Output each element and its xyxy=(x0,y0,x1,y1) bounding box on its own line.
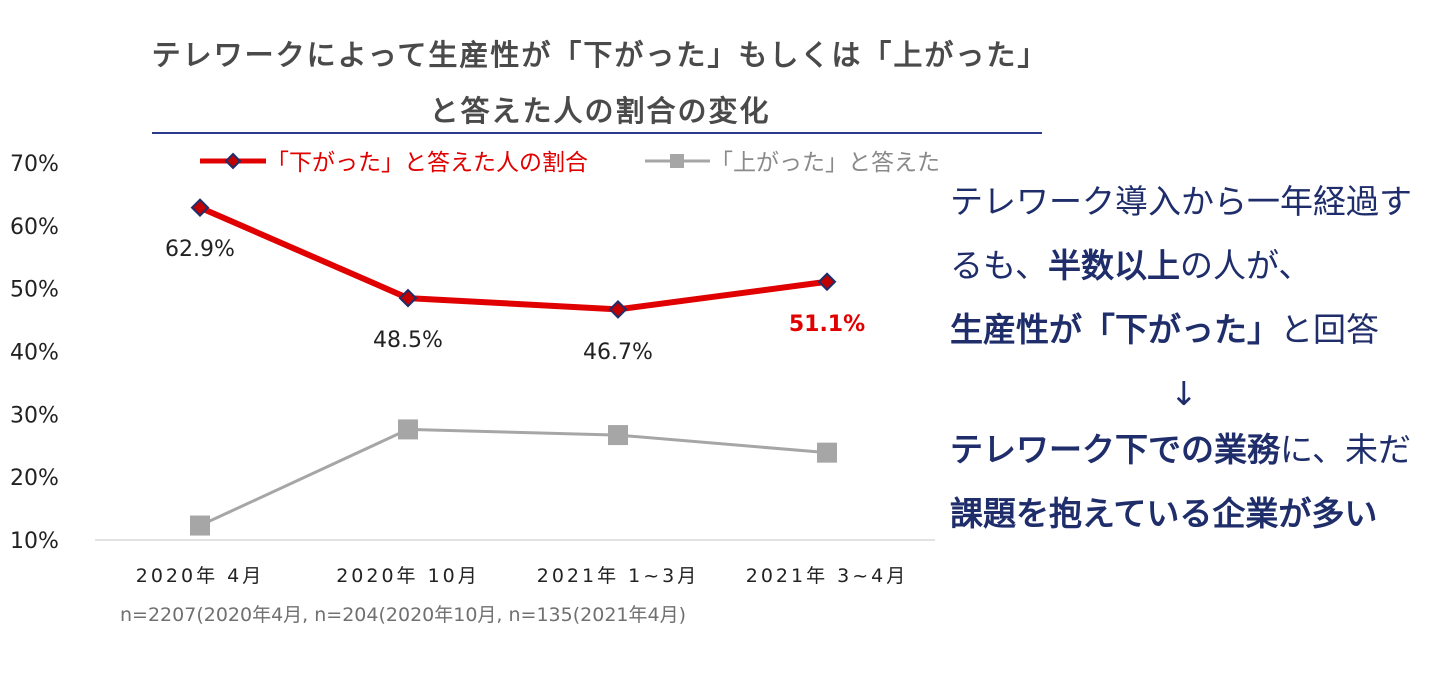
y-tick-label: 50% xyxy=(10,278,59,303)
x-tick-label: 2021年 1~3月 xyxy=(537,565,700,587)
y-tick-label: 40% xyxy=(10,341,59,366)
y-tick-label: 30% xyxy=(10,403,59,428)
data-point-up xyxy=(398,419,418,440)
data-point-up xyxy=(190,515,210,536)
legend-marker-up xyxy=(670,154,684,168)
chart-title-line1: テレワークによって生産性が「下がった」もしくは「上がった」 xyxy=(151,38,1049,72)
y-tick-label: 60% xyxy=(10,215,59,240)
message-text: の人が、 xyxy=(1180,246,1312,285)
down-arrow-icon: ↓ xyxy=(1170,374,1198,413)
data-point-up xyxy=(608,425,628,446)
message-text: に、未だ xyxy=(1280,430,1412,469)
message-line-3: 生産性が「下がった」と回答 xyxy=(950,313,1430,377)
data-point-down xyxy=(817,272,837,292)
message-text: と回答 xyxy=(1280,310,1379,349)
data-point-down xyxy=(190,198,210,218)
message-line-4: テレワーク下での業務に、未だ xyxy=(950,433,1430,497)
series-line-up xyxy=(199,427,828,527)
message-emphasis: テレワーク下での業務 xyxy=(950,430,1280,469)
message-line-5: 課題を抱えている企業が多い xyxy=(950,494,1378,533)
message-emphasis: 半数以上 xyxy=(1048,246,1181,285)
data-point-up xyxy=(817,442,837,463)
legend-marker-down xyxy=(224,152,242,170)
sample-size-note: n=2207(2020年4月, n=204(2020年10月, n=135(20… xyxy=(120,604,686,626)
data-label-down: 48.5% xyxy=(373,328,443,353)
x-tick-label: 2020年 4月 xyxy=(136,565,264,587)
data-label-down: 51.1% xyxy=(789,312,865,337)
series-line-down xyxy=(198,204,828,313)
message-line-2: るも、半数以上の人が、 xyxy=(950,249,1430,313)
message-line-1: テレワーク導入から一年経過す xyxy=(950,185,1430,249)
x-tick-label: 2020年 10月 xyxy=(336,565,480,587)
line-chart: 10% 20% 30% 40% 50% 60% 70% 2020年 4月 2020年 10月 20… xyxy=(10,150,940,587)
legend-label-down: 「下がった」と答えた人の割合 xyxy=(266,150,588,176)
message-text: るも、 xyxy=(950,246,1049,285)
message-emphasis: 生産性が「下がった」 xyxy=(950,310,1280,349)
legend-label-up: 「上がった」と答えた人の割合 xyxy=(710,150,940,176)
y-tick-label: 10% xyxy=(10,529,59,554)
title-divider xyxy=(152,132,1042,134)
chart-title-line2: と答えた人の割合の変化 xyxy=(429,94,771,128)
data-point-down xyxy=(608,299,628,319)
y-tick-label: 20% xyxy=(10,466,59,491)
message-text: テレワーク導入から一年経過す xyxy=(950,182,1412,221)
data-label-down: 62.9% xyxy=(165,237,235,262)
data-point-down xyxy=(398,288,418,308)
x-tick-label: 2021年 3~4月 xyxy=(746,565,909,587)
summary-message: テレワーク導入から一年経過す るも、半数以上の人が、 生産性が「下がった」と回答… xyxy=(950,185,1430,561)
y-tick-label: 70% xyxy=(10,152,59,177)
data-label-down: 46.7% xyxy=(583,340,653,365)
